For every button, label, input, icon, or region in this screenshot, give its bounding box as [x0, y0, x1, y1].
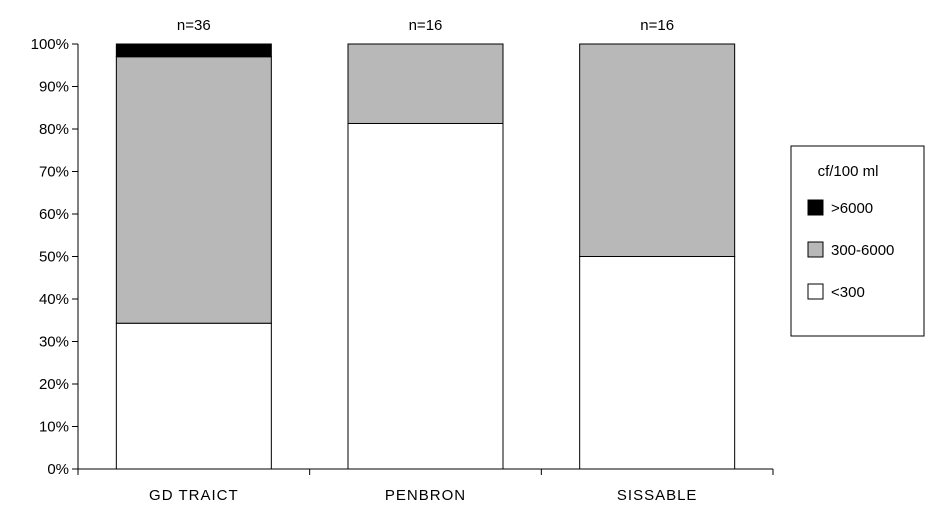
legend: cf/100 ml >6000 300-6000 <300	[790, 145, 925, 337]
bar-segment-penbron-300-6000	[347, 43, 504, 124]
legend-label: <300	[831, 284, 865, 301]
y-tick-label: 100%	[31, 36, 69, 53]
y-tick-label: 10%	[39, 419, 69, 436]
legend-swatch	[807, 199, 824, 216]
bar-segment-sissable-300	[579, 256, 736, 470]
x-axis: GD TRAICT PENBRON SISSABLE	[77, 468, 774, 504]
legend-label: >6000	[831, 200, 873, 217]
bar-segment-penbron-300	[347, 122, 504, 470]
y-tick-label: 50%	[39, 249, 69, 266]
x-category-label: GD TRAICT	[149, 487, 239, 504]
y-tick-label: 40%	[39, 291, 69, 308]
y-tick-label: 90%	[39, 79, 69, 96]
sample-size-label: n=16	[640, 17, 674, 34]
bars	[115, 43, 736, 470]
x-category-label: PENBRON	[385, 487, 466, 504]
x-category-label: SISSABLE	[617, 487, 698, 504]
legend-swatch	[807, 283, 824, 300]
legend-title: cf/100 ml	[818, 163, 879, 180]
y-tick-label: 80%	[39, 121, 69, 138]
y-tick-label: 20%	[39, 376, 69, 393]
bar-segment-gd-traict-300-6000	[115, 56, 272, 324]
y-tick-label: 0%	[47, 461, 69, 478]
legend-label: 300-6000	[831, 242, 894, 259]
y-tick-label: 60%	[39, 206, 69, 223]
y-tick-label: 30%	[39, 334, 69, 351]
y-tick-label: 70%	[39, 164, 69, 181]
y-axis: 0% 10% 20% 30% 40% 50% 60% 70% 80% 90% 100%	[31, 36, 79, 478]
sample-size-label: n=36	[177, 17, 211, 34]
legend-box	[790, 145, 925, 337]
bar-segment-sissable-300-6000	[579, 43, 736, 257]
sample-size-labels: n=36 n=16 n=16	[177, 17, 674, 34]
sample-size-label: n=16	[409, 17, 443, 34]
legend-swatch	[807, 241, 824, 258]
bar-segment-gd-traict-6000	[115, 43, 272, 58]
bar-segment-gd-traict-300	[115, 322, 272, 470]
